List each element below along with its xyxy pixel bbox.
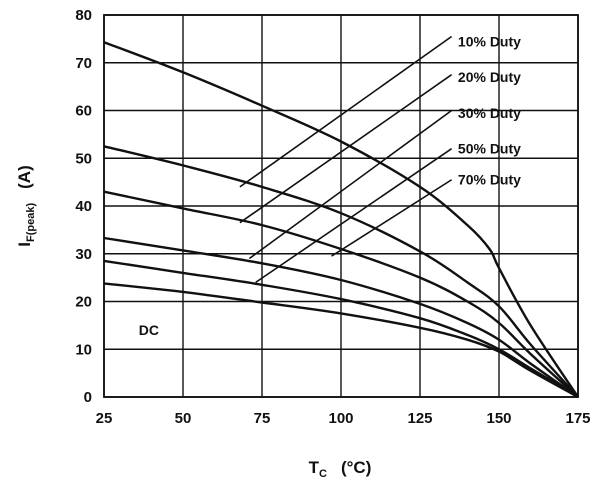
tick-labels: 25 50 75 100 125 150 175 0 10 20 30 40 50 60 70 80 — [75, 7, 590, 427]
x-axis-title: TC (°C) — [309, 458, 372, 480]
x-tick-label: 75 — [254, 410, 271, 427]
legend-label-30-duty: 30% Duty — [458, 105, 521, 121]
y-tick-label: 0 — [84, 389, 92, 406]
x-tick-label: 25 — [96, 410, 113, 427]
leader-line-30-duty — [248, 109, 453, 260]
y-tick-label: 10 — [75, 341, 92, 358]
y-axis-title: IF(peak)(A) — [15, 165, 37, 246]
legend: 10% Duty 20% Duty 30% Duty 50% Duty 70% Duty… — [139, 33, 521, 338]
curves — [103, 41, 579, 399]
leader-line-70-duty — [331, 179, 453, 257]
x-tick-label: 150 — [486, 410, 511, 427]
x-tick-label: 125 — [407, 410, 432, 427]
y-tick-label: 80 — [75, 7, 92, 24]
x-tick-label: 100 — [328, 410, 353, 427]
grid — [103, 14, 579, 398]
y-tick-label: 20 — [75, 294, 92, 311]
plot-frame — [103, 14, 579, 398]
leader-line-50-duty — [255, 148, 453, 284]
legend-label-70-duty: 70% Duty — [458, 172, 521, 188]
x-tick-label: 175 — [565, 410, 590, 427]
series-line-dc — [103, 282, 579, 399]
y-tick-label: 30 — [75, 246, 92, 263]
y-tick-label: 50 — [75, 150, 92, 167]
x-tick-label: 50 — [175, 410, 192, 427]
legend-label-20-duty: 20% Duty — [458, 69, 521, 85]
legend-label-50-duty: 50% Duty — [458, 141, 521, 157]
leader-line-20-duty — [239, 74, 453, 224]
series-line-30-duty — [103, 190, 579, 398]
legend-label-10-duty: 10% Duty — [458, 33, 521, 49]
leader-line-10-duty — [239, 35, 453, 188]
series-line-10-duty — [103, 41, 579, 398]
y-tick-label: 60 — [75, 103, 92, 120]
series-line-20-duty — [103, 145, 579, 398]
y-tick-label: 70 — [75, 55, 92, 72]
y-tick-label: 40 — [75, 198, 92, 215]
series-line-70-duty — [103, 259, 579, 399]
annotation-label: DC — [139, 322, 159, 338]
series-line-50-duty — [103, 236, 579, 398]
